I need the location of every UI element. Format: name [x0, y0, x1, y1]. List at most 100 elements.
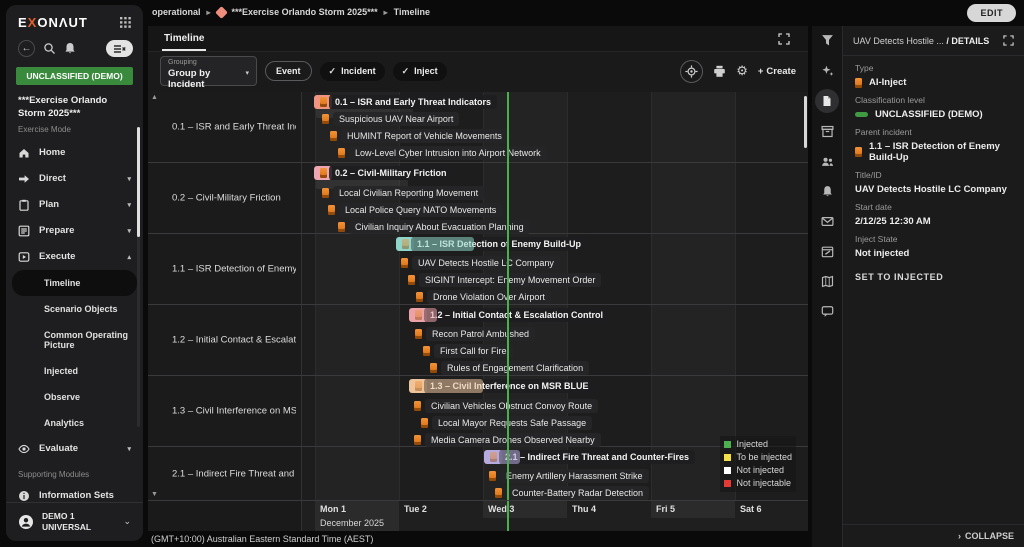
plan-clipboard-icon	[18, 199, 30, 211]
incident-bar[interactable]: 2.1 – Indirect Fire Threat and Counter-F…	[484, 450, 695, 464]
breadcrumb-timeline[interactable]: Timeline	[394, 7, 430, 17]
chat-icon[interactable]	[821, 305, 834, 318]
user-name: DEMO 1	[42, 511, 91, 522]
incident-bar[interactable]: 0.2 – Civil-Military Friction	[314, 166, 453, 180]
apps-grid-icon[interactable]	[120, 17, 131, 28]
inject-filter-toggle[interactable]: ✓Inject	[393, 62, 447, 81]
sidebar-collapse-button[interactable]	[106, 40, 133, 57]
people-icon[interactable]	[821, 155, 834, 168]
sidebar-item-injected[interactable]: Injected	[6, 358, 143, 384]
sidebar-item-timeline[interactable]: Timeline	[12, 270, 137, 296]
collapse-panel-button[interactable]: ›COLLAPSE	[843, 524, 1024, 547]
sidebar-item-plan[interactable]: Plan▾	[6, 192, 143, 218]
inject-bar[interactable]: Civilian Inquiry About Evacuation Planni…	[338, 220, 530, 234]
event-filter-button[interactable]: Event	[265, 61, 312, 81]
details-title: UAV Detects Hostile ...	[853, 36, 944, 46]
field-value-type: AI-Inject	[869, 77, 906, 88]
ai-sparkles-icon[interactable]	[821, 64, 834, 77]
search-icon[interactable]	[43, 42, 56, 55]
chevron-up-icon: ▴	[127, 253, 131, 261]
inject-state-legend: Injected To be injected Not injected Not…	[720, 436, 796, 492]
inject-bar[interactable]: Recon Patrol Ambushed	[415, 327, 535, 341]
crosshair-icon	[685, 65, 698, 78]
inject-bar[interactable]: Local Civilian Reporting Movement	[322, 186, 484, 200]
legend-swatch-not-injected	[724, 467, 731, 474]
inject-icon	[421, 418, 428, 428]
edit-button[interactable]: EDIT	[967, 4, 1016, 22]
timezone-note: (GMT+10:00) Australian Eastern Standard …	[151, 532, 808, 547]
timeline-panel: Timeline Grouping Group by Incident ▾ Ev…	[148, 26, 808, 531]
field-value-parent-incident[interactable]: 1.1 – ISR Detection of Enemy Build-Up	[869, 141, 1012, 163]
inject-bar[interactable]: UAV Detects Hostile LC Company	[401, 256, 560, 270]
bell-icon[interactable]	[821, 185, 834, 198]
back-button[interactable]: ←	[18, 40, 35, 57]
incident-bar[interactable]: 1.2 – Initial Contact & Escalation Contr…	[409, 308, 609, 322]
inject-bar[interactable]: First Call for Fire	[423, 344, 513, 358]
details-icon-rail	[812, 26, 842, 547]
inject-bar[interactable]: Counter-Battery Radar Detection	[495, 486, 649, 500]
inject-bar[interactable]: Low-Level Cyber Intrusion into Airport N…	[338, 146, 547, 160]
breadcrumb-operational[interactable]: operational	[152, 7, 201, 17]
chevron-right-icon: ›	[958, 531, 961, 541]
scroll-down-icon[interactable]: ▼	[151, 491, 158, 498]
scroll-up-icon[interactable]: ▲	[151, 94, 158, 101]
classification-banner: UNCLASSIFIED (DEMO)	[16, 67, 133, 85]
grouping-label: Grouping	[168, 59, 197, 66]
incident-icon	[855, 147, 862, 157]
expand-panel-icon[interactable]	[1003, 35, 1014, 46]
top-bar: operational ▸ ***Exercise Orlando Storm …	[0, 0, 1024, 26]
sidebar-item-common-operating-picture[interactable]: Common Operating Picture	[6, 322, 143, 358]
sidebar-item-home[interactable]: Home	[6, 140, 143, 166]
details-document-tab[interactable]	[815, 89, 839, 113]
notifications-bell-icon[interactable]	[64, 42, 76, 55]
axis-day: Mon 1December 2025	[315, 501, 399, 531]
axis-day: Tue 2	[399, 501, 483, 531]
incident-bar-selected[interactable]: 1.1 – ISR Detection of Enemy Build-Up	[396, 237, 587, 251]
sidebar-item-scenario-objects[interactable]: Scenario Objects	[6, 296, 143, 322]
incident-bar[interactable]: 0.1 – ISR and Early Threat Indicators	[314, 95, 497, 109]
group-label: 1.3 – Civil Interference on MSR BLUE	[172, 406, 296, 417]
inject-icon	[401, 258, 408, 268]
incident-icon	[320, 168, 327, 178]
sidebar-scrollbar[interactable]	[137, 127, 140, 427]
print-icon[interactable]	[713, 65, 726, 78]
inject-bar[interactable]: HUMINT Report of Vehicle Movements	[330, 129, 508, 143]
inject-bar[interactable]: SIGINT Intercept: Enemy Movement Order	[408, 273, 601, 287]
filter-icon[interactable]	[821, 34, 834, 47]
set-to-injected-button[interactable]: SET TO INJECTED	[855, 272, 1012, 282]
sidebar-item-analytics[interactable]: Analytics	[6, 410, 143, 436]
inject-bar[interactable]: Drone Violation Over Airport	[416, 290, 551, 304]
settings-gear-icon[interactable]: ⚙	[736, 63, 748, 79]
incident-bar[interactable]: 1.3 – Civil Interference on MSR BLUE	[409, 379, 595, 393]
inject-bar[interactable]: Enemy Artillery Harassment Strike	[489, 469, 649, 483]
grouping-select[interactable]: Grouping Group by Incident ▾	[160, 56, 257, 86]
time-axis: Mon 1December 2025 Tue 2 Wed 3 Thu 4 Fri…	[148, 500, 808, 531]
breadcrumb-separator-icon: ▸	[384, 8, 388, 17]
current-time-line	[507, 92, 509, 500]
exercise-mode-label: Exercise Mode	[6, 123, 143, 140]
sidebar-item-evaluate[interactable]: Evaluate▾	[6, 436, 143, 462]
inject-icon	[408, 275, 415, 285]
map-icon[interactable]	[821, 275, 834, 288]
user-menu[interactable]: DEMO 1UNIVERSAL ⌄	[6, 502, 143, 541]
sidebar-item-direct[interactable]: Direct▾	[6, 166, 143, 192]
incident-filter-toggle[interactable]: ✓Incident	[320, 62, 385, 81]
create-button[interactable]: +Create	[758, 66, 796, 77]
archive-icon[interactable]	[821, 125, 834, 138]
timeline-chart[interactable]: 0.1 – ISR and Early Threat Indicators 0.…	[148, 92, 808, 500]
center-now-button[interactable]	[680, 60, 703, 83]
fullscreen-icon[interactable]	[778, 33, 790, 45]
sidebar-item-prepare[interactable]: Prepare▾	[6, 218, 143, 244]
calendar-edit-icon[interactable]	[821, 245, 834, 258]
sidebar-item-observe[interactable]: Observe	[6, 384, 143, 410]
mail-send-icon[interactable]	[821, 215, 834, 228]
sidebar-item-execute[interactable]: Execute▴	[6, 244, 143, 270]
inject-icon	[415, 329, 422, 339]
inject-bar[interactable]: Local Police Query NATO Movements	[328, 203, 502, 217]
inject-bar[interactable]: Suspicious UAV Near Airport	[322, 112, 459, 126]
execute-play-icon	[18, 251, 30, 263]
inject-bar[interactable]: Rules of Engagement Clarification	[430, 361, 589, 375]
tab-timeline[interactable]: Timeline	[162, 27, 206, 51]
group-label: 0.2 – Civil-Military Friction	[172, 193, 296, 204]
breadcrumb-exercise[interactable]: ***Exercise Orlando Storm 2025***	[232, 7, 378, 17]
